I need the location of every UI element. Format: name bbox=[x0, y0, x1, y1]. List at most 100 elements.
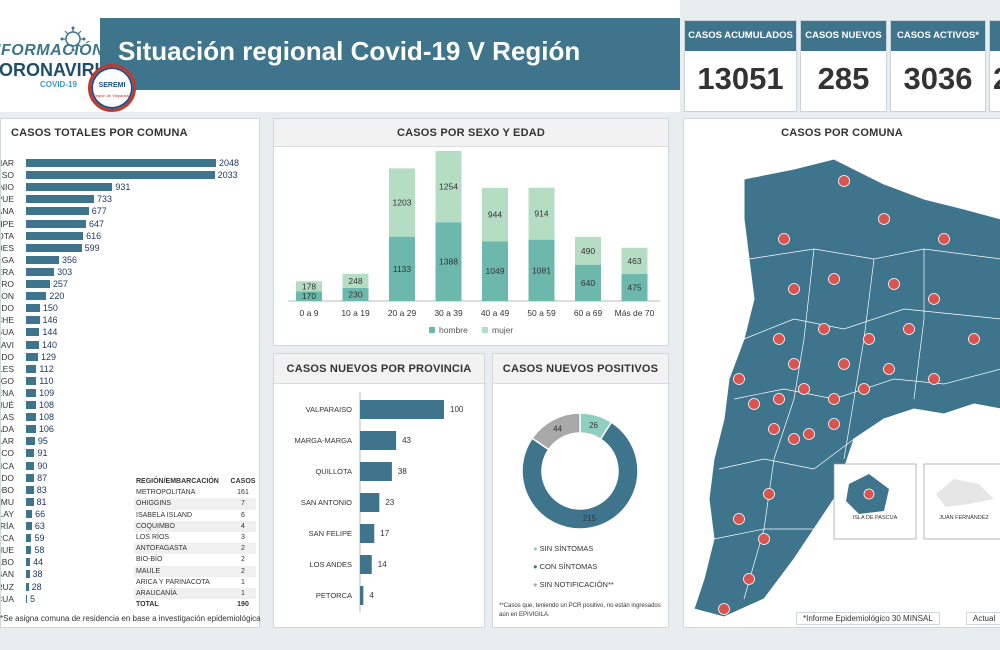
legend-item: ● CON SÍNTOMAS bbox=[533, 562, 614, 580]
comuna-bar bbox=[26, 340, 39, 349]
region-name: METROPOLITANA bbox=[136, 489, 196, 497]
comuna-bar bbox=[26, 461, 35, 470]
bar-hombre bbox=[575, 264, 601, 301]
comuna-label: EL QUISCO bbox=[1, 448, 14, 459]
kpi-label: CASOS ACUMULADOS bbox=[685, 21, 796, 51]
comuna-row: QUINTERO 257 bbox=[1, 278, 256, 290]
region-cases: 2 bbox=[241, 556, 245, 564]
comuna-row: CATEMU 81 bbox=[1, 496, 256, 508]
comuna-value: 44 bbox=[33, 557, 44, 568]
region-name: LOS RÍOS bbox=[136, 533, 170, 541]
provincia-bar bbox=[360, 586, 364, 605]
x-tick-label: 0 a 9 bbox=[300, 308, 319, 318]
region-cases: 1 bbox=[241, 578, 245, 586]
comuna-label: CASABLANCA bbox=[1, 460, 14, 471]
comuna-bar bbox=[26, 231, 84, 240]
region-table-row: ISABELA ISLAND 6 bbox=[134, 510, 256, 521]
comuna-label: NOGALES bbox=[1, 363, 14, 374]
map-updated: Actual bbox=[966, 612, 1000, 625]
comuna-row: LA CRUZ 28 bbox=[1, 581, 256, 593]
bar-label-mujer: 490 bbox=[581, 246, 595, 256]
comuna-label: CATEMU bbox=[0, 496, 14, 507]
comuna-label: ALGARROBO bbox=[1, 484, 14, 495]
region-table-row: BIO-BÍO 2 bbox=[134, 554, 256, 565]
kpi-value: 285 bbox=[817, 61, 870, 96]
comuna-label: QUINTERO bbox=[1, 279, 14, 289]
map-marker bbox=[733, 373, 745, 385]
bar-mujer bbox=[621, 247, 648, 275]
comuna-bar bbox=[26, 570, 30, 579]
bar-label-mujer: 1203 bbox=[393, 198, 412, 208]
bar-mujer bbox=[435, 151, 462, 223]
legend-label: SIN SÍNTOMAS bbox=[539, 544, 594, 553]
provincia-bar bbox=[360, 431, 397, 450]
comuna-bar bbox=[26, 207, 89, 216]
map-marker bbox=[878, 213, 890, 225]
map-marker bbox=[828, 418, 840, 430]
comuna-bar bbox=[26, 316, 40, 325]
juan-fernandez-shape bbox=[936, 479, 994, 507]
comuna-label: CARTAGENA bbox=[1, 387, 14, 398]
comuna-value: 83 bbox=[36, 484, 47, 495]
seremi-seal: SEREMI Región de Valparaíso bbox=[88, 64, 136, 112]
seremi-label: SEREMI bbox=[98, 82, 126, 89]
provincia-bar bbox=[360, 493, 380, 512]
comuna-bar bbox=[26, 243, 82, 252]
comuna-label: HIJUELAS bbox=[1, 412, 14, 423]
bar-label-hombre: 1133 bbox=[393, 264, 412, 274]
comuna-value: 616 bbox=[86, 230, 102, 241]
bar-hombre bbox=[342, 287, 369, 301]
region-table-body: METROPOLITANA 161 OHIGGINS 7 ISABELA ISLAND 6… bbox=[134, 487, 256, 610]
provincia-label: MARGA-MARGA bbox=[294, 436, 352, 445]
region-table-header: REGIÓN/EMBARCACIÓN CASOS bbox=[134, 476, 256, 487]
legend-item: ● SIN NOTIFICACIÓN** bbox=[533, 580, 614, 598]
seremi-sublabel: Región de Valparaíso bbox=[92, 93, 132, 98]
map-marker bbox=[788, 433, 800, 445]
bar-mujer bbox=[528, 187, 555, 240]
comuna-value: 81 bbox=[36, 496, 47, 507]
kpi-value: 2 bbox=[990, 51, 1000, 107]
comuna-label: LOS ANDES bbox=[1, 242, 14, 253]
panel-mapa: CASOS POR COMUNA ISLA DE PASCUA JUAN FER… bbox=[683, 118, 1000, 628]
x-tick-label: 60 a 69 bbox=[574, 308, 603, 318]
provincia-value: 100 bbox=[450, 405, 464, 414]
comuna-label: SANTA MARÍA bbox=[0, 521, 14, 531]
x-tick-label: Más de 70 bbox=[615, 308, 655, 318]
map-marker bbox=[773, 393, 785, 405]
provincia-bar bbox=[360, 524, 375, 543]
kpi-casos-nuevos: CASOS NUEVOS 285 bbox=[800, 20, 887, 112]
legend-label-hombre: hombre bbox=[439, 325, 468, 335]
region-table: REGIÓN/EMBARCACIÓN CASOS METROPOLITANA 16… bbox=[134, 476, 256, 610]
comuna-value: 108 bbox=[39, 400, 55, 410]
bar-label-mujer: 944 bbox=[488, 210, 502, 220]
comuna-row: PETORCA 59 bbox=[1, 532, 256, 544]
comuna-bar bbox=[26, 171, 215, 180]
region-name: ARICA Y PARINACOTA bbox=[136, 578, 210, 586]
panel-title: CASOS POR SEXO Y EDAD bbox=[274, 119, 668, 147]
region-cases: 4 bbox=[241, 522, 245, 530]
comuna-bar bbox=[26, 546, 32, 555]
comuna-row: PANQUEHUE 58 bbox=[1, 544, 256, 556]
kpi-cut-off: 2 bbox=[989, 20, 1000, 112]
page-title: Situación regional Covid-19 V Región bbox=[118, 36, 581, 66]
comuna-label: QUILPUE bbox=[1, 194, 14, 205]
legend-label-mujer: mujer bbox=[492, 325, 513, 335]
map-marker bbox=[858, 383, 870, 395]
provincia-label: PETORCA bbox=[316, 591, 352, 600]
comuna-bar bbox=[26, 376, 37, 385]
comuna-value: 220 bbox=[49, 291, 65, 302]
comuna-label: PUCHUNCAVI bbox=[0, 339, 14, 350]
region-cases: 2 bbox=[241, 545, 245, 553]
bar-mujer bbox=[575, 236, 601, 265]
comuna-label: ZAPALLAR bbox=[1, 436, 14, 447]
comuna-bar bbox=[26, 328, 40, 337]
x-tick-label: 50 a 59 bbox=[527, 308, 556, 318]
comuna-label: CALLE LARGA bbox=[1, 254, 14, 265]
region-table-row: ANTOFAGASTA 2 bbox=[134, 543, 256, 555]
map-marker bbox=[788, 283, 800, 295]
legend-item: ● SIN SÍNTOMAS bbox=[533, 544, 614, 562]
region-cases: 161 bbox=[237, 489, 249, 497]
comuna-row: ISLA DE PASCUA 5 bbox=[1, 593, 256, 605]
donut-slice bbox=[521, 421, 639, 530]
coronavirus-logo: INFORMACIÓN CORONAVIRUS COVID-19 bbox=[0, 18, 100, 90]
